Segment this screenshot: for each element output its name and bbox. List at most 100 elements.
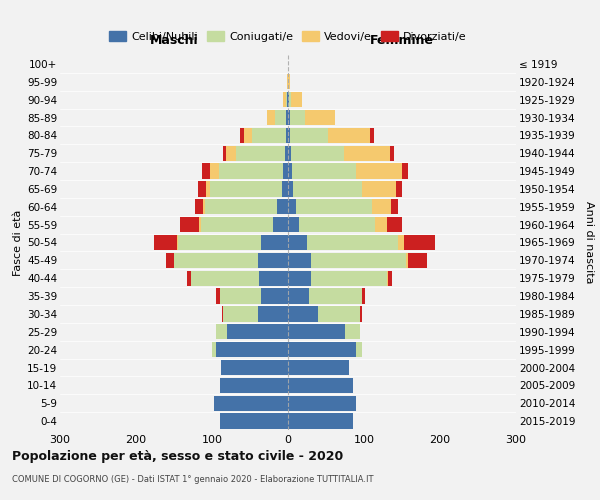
Bar (220, 414, 288, 428)
Bar (210, 182, 282, 196)
Bar (262, 288, 288, 304)
Bar (371, 199, 391, 214)
Bar (387, 217, 402, 232)
Bar (288, 92, 289, 107)
Bar (370, 128, 374, 143)
Bar (391, 199, 398, 214)
Bar (296, 199, 371, 214)
Bar (210, 164, 219, 178)
Bar (277, 199, 288, 214)
Bar (275, 110, 286, 125)
Bar (206, 182, 210, 196)
Y-axis label: Fasce di età: Fasce di età (13, 210, 23, 276)
Bar (387, 270, 388, 286)
Bar (223, 306, 257, 322)
Bar (286, 92, 287, 107)
Bar (191, 270, 259, 286)
Bar (283, 92, 286, 107)
Bar (199, 182, 206, 196)
Bar (187, 270, 191, 286)
Bar (174, 253, 257, 268)
Bar (285, 146, 288, 161)
Text: COMUNE DI COGORNO (GE) - Dati ISTAT 1° gennaio 2020 - Elaborazione TUTTITALIA.IT: COMUNE DI COGORNO (GE) - Dati ISTAT 1° g… (12, 475, 373, 484)
Bar (216, 342, 288, 357)
Bar (288, 235, 307, 250)
Bar (291, 92, 302, 107)
Y-axis label: Anni di nascita: Anni di nascita (584, 201, 594, 284)
Bar (293, 182, 362, 196)
Bar (290, 110, 305, 125)
Bar (222, 306, 223, 322)
Bar (273, 217, 288, 232)
Text: Femmine: Femmine (370, 34, 434, 47)
Bar (344, 146, 390, 161)
Bar (262, 235, 288, 250)
Bar (319, 306, 360, 322)
Bar (195, 199, 203, 214)
Bar (299, 217, 376, 232)
Bar (362, 288, 365, 304)
Bar (291, 146, 344, 161)
Bar (212, 342, 216, 357)
Bar (205, 199, 277, 214)
Text: Maschi: Maschi (149, 34, 199, 47)
Bar (268, 110, 275, 125)
Bar (288, 164, 292, 178)
Bar (223, 146, 226, 161)
Bar (288, 396, 356, 411)
Bar (227, 324, 288, 340)
Bar (220, 378, 288, 393)
Bar (202, 164, 210, 178)
Bar (288, 110, 290, 125)
Bar (288, 414, 353, 428)
Bar (309, 288, 362, 304)
Bar (288, 217, 299, 232)
Bar (257, 253, 288, 268)
Bar (360, 306, 362, 322)
Bar (402, 164, 408, 178)
Bar (288, 342, 356, 357)
Bar (288, 270, 311, 286)
Bar (290, 128, 328, 143)
Bar (311, 253, 406, 268)
Bar (288, 128, 290, 143)
Bar (311, 270, 387, 286)
Bar (388, 270, 392, 286)
Bar (214, 396, 288, 411)
Bar (288, 199, 296, 214)
Bar (390, 146, 394, 161)
Bar (283, 164, 288, 178)
Bar (288, 288, 309, 304)
Bar (154, 235, 177, 250)
Bar (288, 74, 290, 90)
Bar (282, 182, 288, 196)
Bar (305, 110, 335, 125)
Bar (286, 110, 288, 125)
Bar (288, 378, 353, 393)
Bar (240, 128, 244, 143)
Bar (345, 324, 360, 340)
Bar (398, 235, 404, 250)
Bar (288, 182, 293, 196)
Bar (259, 270, 288, 286)
Bar (257, 306, 288, 322)
Bar (178, 235, 262, 250)
Bar (251, 128, 286, 143)
Legend: Celibi/Nubili, Coniugati/e, Vedovi/e, Divorziati/e: Celibi/Nubili, Coniugati/e, Vedovi/e, Di… (105, 27, 471, 46)
Bar (288, 146, 291, 161)
Bar (292, 164, 356, 178)
Bar (166, 253, 174, 268)
Bar (216, 288, 220, 304)
Text: Popolazione per età, sesso e stato civile - 2020: Popolazione per età, sesso e stato civil… (12, 450, 343, 463)
Bar (286, 128, 288, 143)
Bar (356, 164, 402, 178)
Bar (199, 217, 200, 232)
Bar (288, 360, 349, 375)
Bar (404, 235, 434, 250)
Bar (328, 128, 370, 143)
Bar (289, 92, 291, 107)
Bar (362, 182, 396, 196)
Bar (200, 217, 273, 232)
Bar (287, 92, 288, 107)
Bar (236, 146, 285, 161)
